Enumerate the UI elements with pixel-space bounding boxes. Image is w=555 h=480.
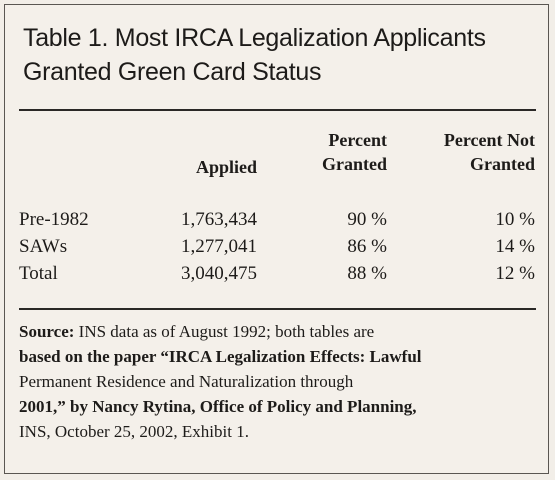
header-percent-not-granted-line2: Granted: [470, 154, 535, 174]
source-label: Source:: [19, 322, 75, 341]
row-label: SAWs: [19, 236, 68, 257]
table-title: Table 1. Most IRCA Legalization Applican…: [23, 21, 543, 89]
bottom-rule: [19, 308, 536, 310]
title-line-1: Table 1. Most IRCA Legalization Applican…: [23, 24, 486, 52]
row-percent-not-granted: 14 %: [495, 236, 535, 257]
header-percent-not-granted-line1: Percent Not: [443, 130, 535, 150]
source-line-2: based on the paper “IRCA Legalization Ef…: [19, 347, 422, 366]
row-applied: 3,040,475: [181, 263, 257, 284]
title-line-2: Granted Green Card Status: [23, 58, 322, 86]
row-applied: 1,763,434: [181, 209, 257, 230]
row-applied: 1,277,041: [181, 236, 257, 257]
table-frame: Table 1. Most IRCA Legalization Applican…: [4, 4, 549, 474]
header-percent-granted-line2: Granted: [322, 154, 387, 174]
header-percent-granted-line1: Percent: [328, 130, 387, 150]
top-rule: [19, 109, 536, 111]
source-text-1: INS data as of August 1992; both tables …: [74, 322, 375, 341]
row-percent-granted: 88 %: [347, 263, 387, 284]
source-line-5: INS, October 25, 2002, Exhibit 1.: [19, 422, 249, 441]
header-applied: Applied: [195, 157, 257, 177]
row-label: Pre-1982: [19, 209, 89, 230]
header-percent-not-granted: Percent Not Granted: [417, 128, 535, 176]
header-percent-granted: Percent Granted: [287, 128, 387, 176]
row-label: Total: [19, 263, 58, 284]
row-percent-granted: 90 %: [347, 209, 387, 230]
source-line-4: 2001,” by Nancy Rytina, Office of Policy…: [19, 397, 417, 416]
row-percent-not-granted: 12 %: [495, 263, 535, 284]
source-line-1: Source: INS data as of August 1992; both…: [19, 319, 541, 344]
row-percent-granted: 86 %: [347, 236, 387, 257]
source-line-3: Permanent Residence and Naturalization t…: [19, 372, 354, 391]
row-percent-not-granted: 10 %: [495, 209, 535, 230]
source-note: Source: INS data as of August 1992; both…: [19, 319, 541, 444]
